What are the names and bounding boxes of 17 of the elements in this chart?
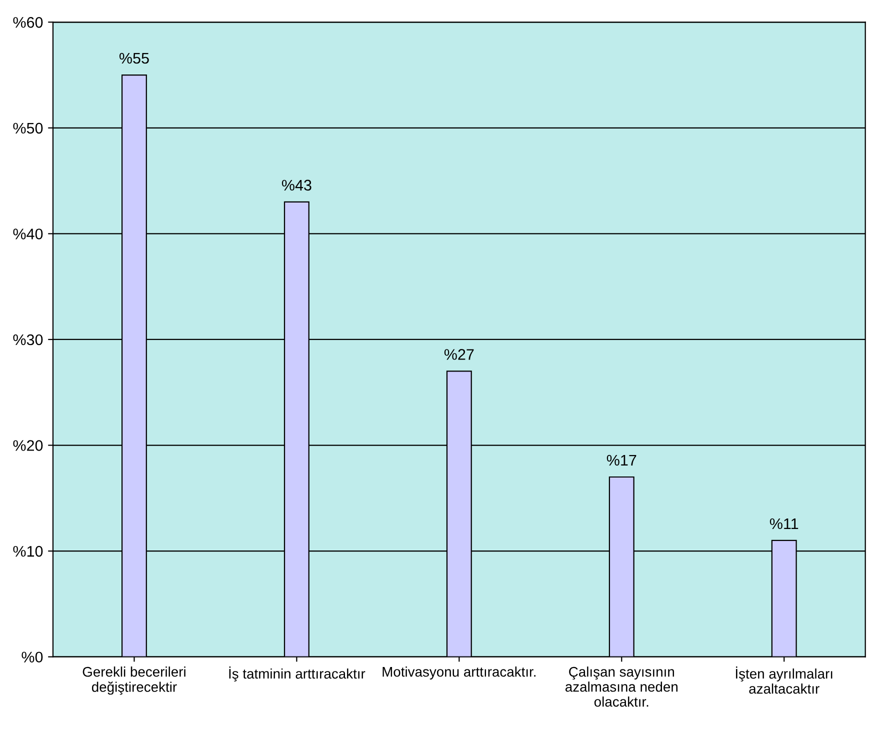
x-tick-label: Motivasyonu arttıracaktır. [382, 666, 536, 680]
x-tick-label: İşten ayrılmaları azaltacaktır [736, 666, 832, 694]
y-tick-label: %0 [22, 652, 43, 663]
y-tick-label: %60 [13, 17, 43, 28]
x-tick-label: Çalışan sayısının azalmasına neden olacaktır. [565, 666, 678, 707]
y-tick-label: %20 [13, 440, 43, 451]
data-label: %27 [444, 349, 474, 360]
data-label: %43 [282, 180, 312, 191]
x-tick-label: Gerekli becerileri değiştirecektir [82, 666, 186, 695]
x-tick-label: İş tatminin arttıracaktır [229, 666, 366, 682]
data-label: %11 [770, 518, 798, 530]
y-tick-label: %40 [13, 228, 43, 240]
data-label: %17 [606, 454, 636, 466]
y-tick-label: %30 [13, 334, 43, 346]
y-tick-label: %10 [13, 546, 43, 557]
y-tick-label: %50 [13, 122, 43, 134]
data-label: %55 [119, 52, 149, 64]
